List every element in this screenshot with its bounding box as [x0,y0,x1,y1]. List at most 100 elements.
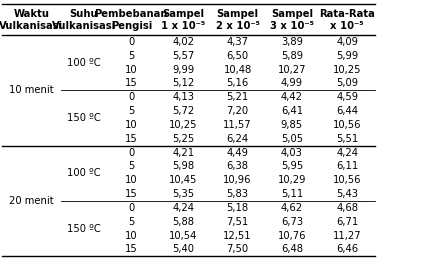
Text: Sampel: Sampel [271,9,313,19]
Text: 5,11: 5,11 [281,189,303,199]
Text: 4,42: 4,42 [281,92,303,102]
Text: Suhu: Suhu [69,9,98,19]
Text: 10,29: 10,29 [278,175,306,185]
Text: 7,51: 7,51 [227,217,249,227]
Text: 9,85: 9,85 [281,120,303,130]
Text: 6,41: 6,41 [281,106,303,116]
Text: 5,83: 5,83 [227,189,249,199]
Text: 5,57: 5,57 [172,51,194,61]
Text: 7,50: 7,50 [227,244,249,255]
Text: 4,02: 4,02 [172,37,194,47]
Text: 9,99: 9,99 [172,64,194,75]
Text: 4,24: 4,24 [336,148,358,158]
Text: 4,09: 4,09 [336,37,358,47]
Text: 5,16: 5,16 [227,78,249,88]
Text: 10,45: 10,45 [169,175,197,185]
Text: 5,40: 5,40 [172,244,194,255]
Text: 6,11: 6,11 [336,161,358,171]
Text: Pembebanan: Pembebanan [95,9,168,19]
Text: 10,27: 10,27 [278,64,306,75]
Text: 6,46: 6,46 [336,244,358,255]
Text: 5,99: 5,99 [336,51,358,61]
Text: 4,62: 4,62 [281,203,303,213]
Text: 6,73: 6,73 [281,217,303,227]
Text: 15: 15 [125,189,138,199]
Text: 10 menit: 10 menit [9,85,54,95]
Text: 150 ºC: 150 ºC [67,224,100,234]
Text: 5,89: 5,89 [281,51,303,61]
Text: 11,57: 11,57 [224,120,252,130]
Text: Vulkanisasi: Vulkanisasi [52,21,115,31]
Text: 150 ºC: 150 ºC [67,113,100,123]
Text: 6,48: 6,48 [281,244,303,255]
Text: 10,56: 10,56 [333,120,362,130]
Text: 0: 0 [128,203,135,213]
Text: Pengisi: Pengisi [111,21,152,31]
Text: 5,88: 5,88 [172,217,194,227]
Text: 15: 15 [125,244,138,255]
Text: 1 x 10⁻⁵: 1 x 10⁻⁵ [161,21,205,31]
Text: 4,37: 4,37 [227,37,249,47]
Text: 10: 10 [125,64,138,75]
Text: 6,71: 6,71 [336,217,358,227]
Text: 6,50: 6,50 [227,51,249,61]
Text: 10,54: 10,54 [169,231,197,241]
Text: 5: 5 [128,51,135,61]
Text: 5,21: 5,21 [227,92,249,102]
Text: 5,25: 5,25 [172,134,194,144]
Text: 6,38: 6,38 [227,161,249,171]
Text: 5,98: 5,98 [172,161,194,171]
Text: Waktu: Waktu [13,9,49,19]
Text: 5,05: 5,05 [281,134,303,144]
Text: 4,68: 4,68 [336,203,358,213]
Text: 10,96: 10,96 [224,175,252,185]
Text: 5,09: 5,09 [336,78,358,88]
Text: 15: 15 [125,78,138,88]
Text: 5,95: 5,95 [281,161,303,171]
Text: 15: 15 [125,134,138,144]
Text: 3,89: 3,89 [281,37,303,47]
Text: 5,51: 5,51 [336,134,358,144]
Text: 4,99: 4,99 [281,78,303,88]
Text: 4,24: 4,24 [172,203,194,213]
Text: Sampel: Sampel [162,9,204,19]
Text: 10: 10 [125,231,138,241]
Text: 0: 0 [128,92,135,102]
Text: 5,12: 5,12 [172,78,194,88]
Text: 100 ºC: 100 ºC [67,168,100,178]
Text: 2 x 10⁻⁵: 2 x 10⁻⁵ [216,21,260,31]
Text: 5,43: 5,43 [336,189,358,199]
Text: 5,18: 5,18 [227,203,249,213]
Text: 0: 0 [128,148,135,158]
Text: 3 x 10⁻⁵: 3 x 10⁻⁵ [270,21,314,31]
Text: 11,27: 11,27 [333,231,362,241]
Text: 10,56: 10,56 [333,175,362,185]
Text: 6,24: 6,24 [227,134,249,144]
Text: 4,13: 4,13 [172,92,194,102]
Text: 5: 5 [128,161,135,171]
Text: 4,03: 4,03 [281,148,303,158]
Text: 20 menit: 20 menit [9,196,54,206]
Text: 4,59: 4,59 [336,92,358,102]
Text: 5: 5 [128,106,135,116]
Text: Sampel: Sampel [217,9,259,19]
Text: 10,25: 10,25 [169,120,197,130]
Text: 10,48: 10,48 [224,64,252,75]
Text: 10: 10 [125,175,138,185]
Text: 5,35: 5,35 [172,189,194,199]
Text: 4,49: 4,49 [227,148,249,158]
Text: 10: 10 [125,120,138,130]
Text: 5: 5 [128,217,135,227]
Text: 5,72: 5,72 [172,106,194,116]
Text: x 10⁻⁵: x 10⁻⁵ [330,21,364,31]
Text: 0: 0 [128,37,135,47]
Text: 10,76: 10,76 [278,231,306,241]
Text: 12,51: 12,51 [224,231,252,241]
Text: 100 ºC: 100 ºC [67,58,100,68]
Text: 4,21: 4,21 [172,148,194,158]
Text: 7,20: 7,20 [227,106,249,116]
Text: 6,44: 6,44 [336,106,358,116]
Text: 10,25: 10,25 [333,64,362,75]
Text: Vulkanisasi: Vulkanisasi [0,21,63,31]
Text: Rata-Rata: Rata-Rata [319,9,375,19]
